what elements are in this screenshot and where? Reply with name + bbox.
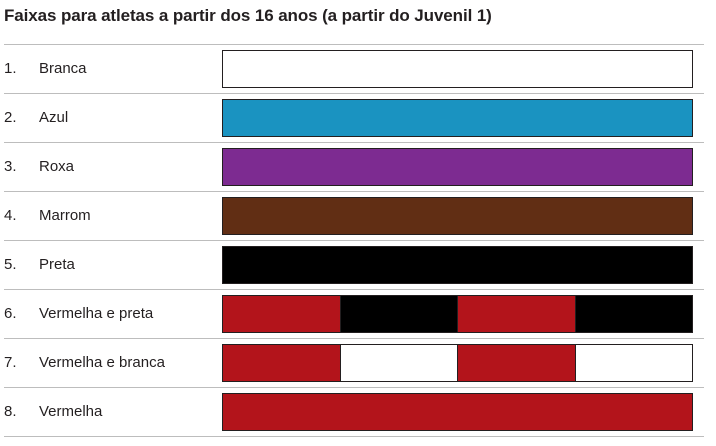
belt-segment	[339, 296, 457, 332]
belt-segment	[223, 296, 340, 332]
belt-swatch-azul	[222, 99, 693, 137]
belt-number: 6.	[4, 305, 17, 322]
belt-segment	[339, 345, 457, 381]
belt-number: 7.	[4, 354, 17, 371]
belt-segment	[457, 345, 575, 381]
belt-swatch-roxa	[222, 148, 693, 186]
belt-swatch-vermelha-e-branca	[222, 344, 693, 382]
belt-label: Roxa	[39, 158, 75, 175]
belt-number: 1.	[4, 60, 17, 77]
belt-segment	[574, 296, 692, 332]
belt-segment	[223, 247, 692, 283]
belt-label: Azul	[39, 109, 69, 126]
belt-segment	[574, 345, 692, 381]
belt-number: 5.	[4, 256, 17, 273]
belt-swatch-vermelha	[222, 393, 693, 431]
belt-segment	[223, 149, 692, 185]
belt-swatch-marrom	[222, 197, 693, 235]
belt-row-azul: 2. Azul	[4, 94, 704, 143]
belt-swatch-preta	[222, 246, 693, 284]
belt-segment	[223, 394, 692, 430]
belt-label: Preta	[39, 256, 75, 273]
belt-label: Vermelha	[39, 403, 103, 420]
belt-label: Vermelha e branca	[39, 354, 165, 371]
belt-number: 8.	[4, 403, 17, 420]
belt-row-branca: 1. Branca	[4, 45, 704, 94]
belt-segment	[223, 100, 692, 136]
belt-row-roxa: 3. Roxa	[4, 143, 704, 192]
belt-row-vermelha-e-preta: 6. Vermelha e preta	[4, 290, 704, 339]
belt-swatch-vermelha-e-preta	[222, 295, 693, 333]
belt-label: Marrom	[39, 207, 91, 224]
belt-number: 4.	[4, 207, 17, 224]
page-title: Faixas para atletas a partir dos 16 anos…	[4, 6, 492, 25]
belt-segment	[223, 198, 692, 234]
belt-row-vermelha: 8. Vermelha	[4, 388, 704, 437]
belt-row-preta: 5. Preta	[4, 241, 704, 290]
belt-segment	[223, 51, 692, 87]
belt-row-vermelha-e-branca: 7. Vermelha e branca	[4, 339, 704, 388]
belt-segment	[223, 345, 340, 381]
belt-label: Vermelha e preta	[39, 305, 154, 322]
belt-number: 2.	[4, 109, 17, 126]
belt-table: 1. Branca 2. Azul 3. Roxa 4. Marrom 5. P…	[4, 44, 704, 437]
belt-segment	[457, 296, 575, 332]
belt-number: 3.	[4, 158, 17, 175]
belt-row-marrom: 4. Marrom	[4, 192, 704, 241]
belt-label: Branca	[39, 60, 87, 77]
belt-swatch-branca	[222, 50, 693, 88]
